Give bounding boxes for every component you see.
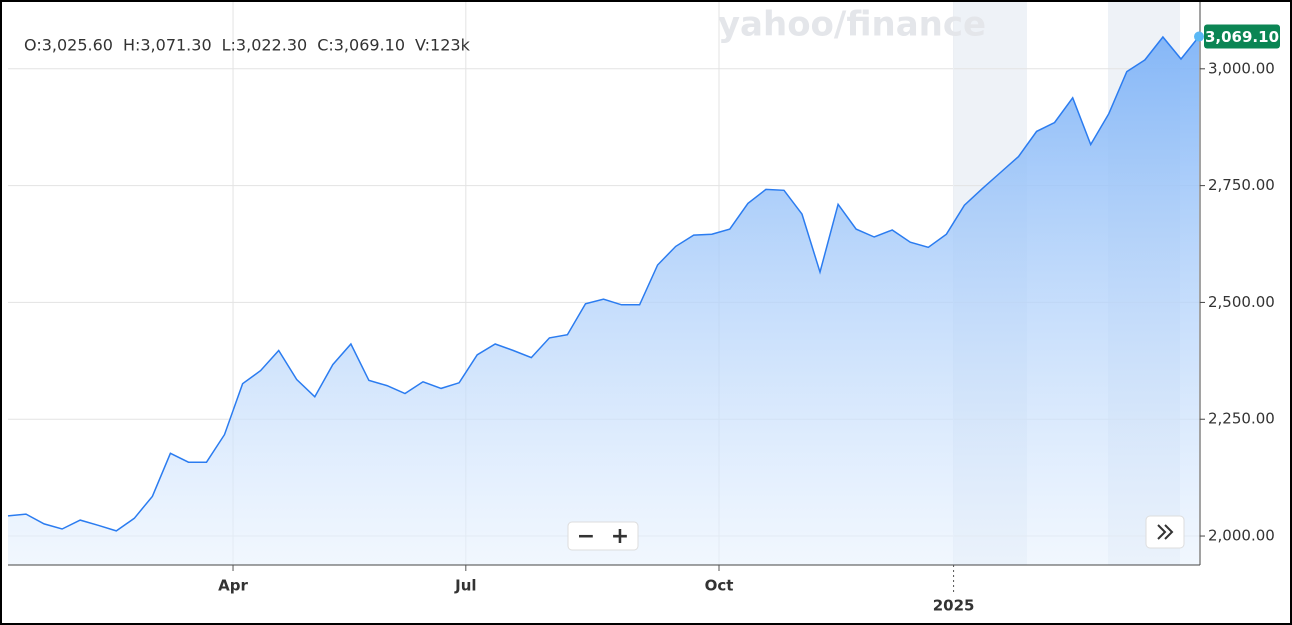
- zoom-box: [567, 521, 639, 551]
- y-tick-label: 2,750.00: [1208, 176, 1275, 194]
- y-tick-label: 2,000.00: [1208, 527, 1275, 545]
- ohlc-text: L:3,022.30: [222, 36, 308, 55]
- ohlc-text: O:3,025.60: [24, 36, 113, 55]
- x-tick-label: Apr: [218, 577, 248, 595]
- ohlc-text: V:123k: [415, 36, 471, 55]
- x-tick-label: Jul: [454, 577, 476, 595]
- x-tick-label: Oct: [705, 577, 734, 595]
- y-tick-label: 3,000.00: [1208, 59, 1275, 77]
- last-point: [1194, 31, 1204, 42]
- area-fill: [8, 36, 1199, 565]
- zoom-controls: − +: [567, 521, 639, 551]
- chevron-icon: [1157, 524, 1174, 540]
- y-tick-label: 2,250.00: [1208, 410, 1275, 428]
- ohlc-text: H:3,071.30: [123, 36, 212, 55]
- zoom-in-button[interactable]: +: [611, 524, 629, 549]
- y-tick-label: 2,500.00: [1208, 293, 1275, 311]
- price-badge-label: 3,069.10: [1205, 28, 1279, 46]
- ohlc-text: C:3,069.10: [317, 36, 405, 55]
- watermark: yahoo/finance: [718, 5, 986, 45]
- zoom-out-button[interactable]: −: [577, 524, 595, 549]
- price-line: [7, 35, 1200, 532]
- price-badge: [1204, 24, 1280, 49]
- x-tick-label: 2025: [933, 597, 975, 615]
- scroll-button[interactable]: [1145, 515, 1185, 549]
